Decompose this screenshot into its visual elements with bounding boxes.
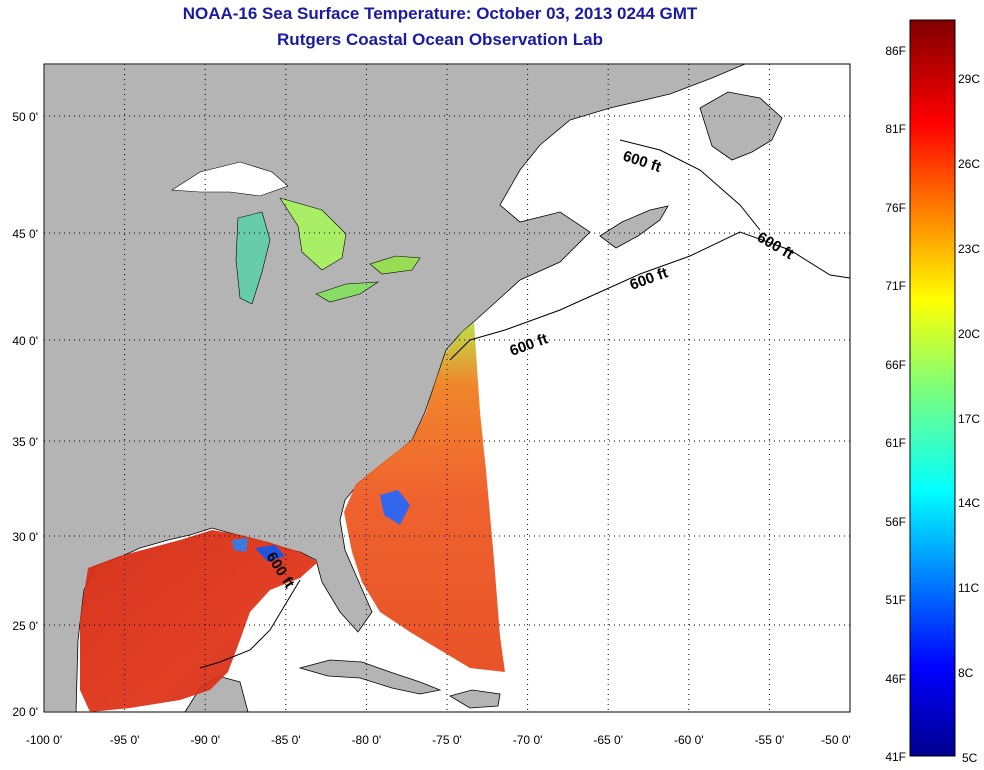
land-mask [43, 63, 783, 713]
colorbar-c-label: 5C [962, 751, 978, 765]
lat-lon-grid [44, 64, 850, 712]
colorbar-f-label: 81F [885, 122, 906, 136]
lat-tick-label: 40 0' [12, 334, 38, 348]
colorbar-c-label: 11C [958, 581, 979, 595]
map-subtitle: Rutgers Coastal Ocean Observation Lab [277, 30, 603, 49]
lat-tick-label: 25 0' [12, 619, 38, 633]
lat-tick-label: 50 0' [12, 110, 38, 124]
lon-tick-label: -90 0' [190, 733, 220, 747]
colorbar-f-label: 66F [885, 358, 906, 372]
colorbar-f-label: 71F [885, 279, 906, 293]
latitude-axis: 50 0' 45 0' 40 0' 35 0' 30 0' 25 0' 20 0… [12, 110, 38, 719]
map-title: NOAA-16 Sea Surface Temperature: October… [182, 4, 698, 23]
depth-contour-600ft [199, 139, 851, 669]
lat-tick-label: 35 0' [12, 435, 38, 449]
lon-tick-label: -80 0' [352, 733, 382, 747]
colorbar-c-label: 14C [958, 496, 980, 510]
sst-overlay [80, 322, 505, 712]
lon-tick-label: -100 0' [26, 733, 62, 747]
colorbar-f-label: 76F [885, 201, 906, 215]
colorbar-c-label: 20C [958, 327, 980, 341]
colorbar-f-label: 86F [885, 44, 906, 58]
longitude-axis: -100 0' -95 0' -90 0' -85 0' -80 0' -75 … [26, 733, 851, 747]
lon-tick-label: -60 0' [674, 733, 704, 747]
lat-tick-label: 30 0' [12, 530, 38, 544]
colorbar-f-labels: 86F 81F 76F 71F 66F 61F 56F 51F 46F 41F [885, 44, 906, 764]
colorbar [909, 19, 956, 757]
colorbar-c-label: 29C [958, 72, 980, 86]
colorbar-c-label: 26C [958, 157, 980, 171]
colorbar-f-label: 61F [885, 436, 906, 450]
colorbar-c-label: 8C [958, 666, 974, 680]
lon-tick-label: -75 0' [432, 733, 462, 747]
colorbar-f-label: 41F [885, 750, 906, 764]
colorbar-c-label: 23C [958, 242, 980, 256]
lon-tick-label: -70 0' [513, 733, 543, 747]
colorbar-f-label: 46F [885, 672, 906, 686]
great-lakes [171, 161, 421, 305]
lon-tick-label: -55 0' [755, 733, 785, 747]
lon-tick-label: -95 0' [110, 733, 140, 747]
colorbar-c-labels: 29C 26C 23C 20C 17C 14C 11C 8C 5C [958, 72, 980, 765]
lon-tick-label: -50 0' [821, 733, 851, 747]
lat-tick-label: 45 0' [12, 227, 38, 241]
colorbar-c-label: 17C [958, 412, 980, 426]
colorbar-f-label: 51F [885, 593, 906, 607]
lon-tick-label: -85 0' [271, 733, 301, 747]
colorbar-f-label: 56F [885, 515, 906, 529]
lon-tick-label: -65 0' [593, 733, 623, 747]
lat-tick-label: 20 0' [12, 705, 38, 719]
